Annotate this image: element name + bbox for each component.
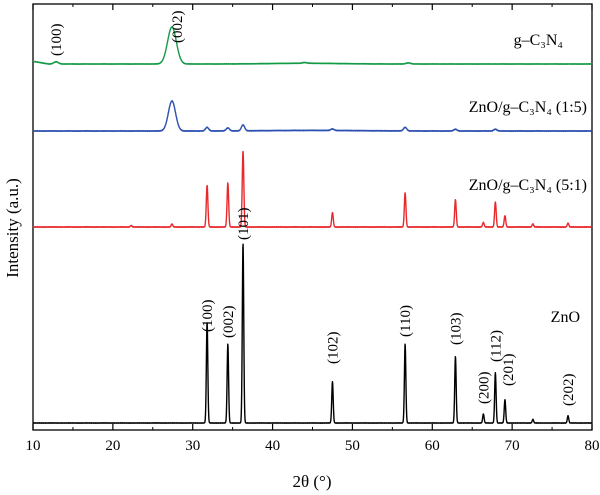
peak-label: (112) bbox=[488, 330, 504, 362]
series-label-1: ZnO/g–C₃N₄ (5:1) bbox=[469, 177, 587, 194]
series-line-3 bbox=[32, 26, 593, 66]
x-tick-label: 30 bbox=[185, 438, 200, 454]
x-tick-label: 60 bbox=[425, 438, 440, 454]
peak-label: (202) bbox=[561, 374, 577, 407]
peak-label: (201) bbox=[501, 354, 517, 387]
x-tick-label: 80 bbox=[585, 438, 600, 454]
peak-label: (002) bbox=[221, 306, 237, 339]
x-tick-label: 10 bbox=[26, 438, 41, 454]
plot-area bbox=[32, 3, 593, 431]
x-axis-ticks: 10 20 30 40 50 60 70 80 bbox=[26, 438, 600, 454]
peak-label: (110) bbox=[398, 305, 414, 337]
peak-label: (102) bbox=[326, 332, 342, 365]
peak-label: (101) bbox=[236, 208, 252, 241]
series-label-2: ZnO/g–C₃N₄ (1:5) bbox=[469, 99, 587, 116]
x-tick-label: 40 bbox=[265, 438, 280, 454]
series-label-3: g–C₃N₄ bbox=[514, 32, 564, 49]
series-line-0 bbox=[32, 243, 593, 424]
y-axis-label: Intensity (a.u.) bbox=[3, 178, 22, 278]
label-layer: ZnO ZnO/g–C₃N₄ (5:1) ZnO/g–C₃N₄ (1:5) g–C₃N… bbox=[49, 11, 587, 407]
peak-label: (002) bbox=[170, 11, 186, 44]
peak-label: (200) bbox=[476, 372, 492, 405]
x-tick-label: 50 bbox=[345, 438, 360, 454]
series-layer bbox=[32, 26, 593, 424]
peak-label: (100) bbox=[49, 24, 65, 57]
series-line-1 bbox=[32, 150, 593, 229]
x-tick-label: 70 bbox=[505, 438, 520, 454]
series-label-0: ZnO bbox=[551, 309, 580, 326]
peak-label: (103) bbox=[448, 313, 464, 346]
x-tick-label: 20 bbox=[105, 438, 120, 454]
x-axis-label: 2θ (°) bbox=[292, 472, 331, 491]
peak-label: (100) bbox=[200, 300, 216, 333]
series-line-2 bbox=[32, 100, 593, 133]
